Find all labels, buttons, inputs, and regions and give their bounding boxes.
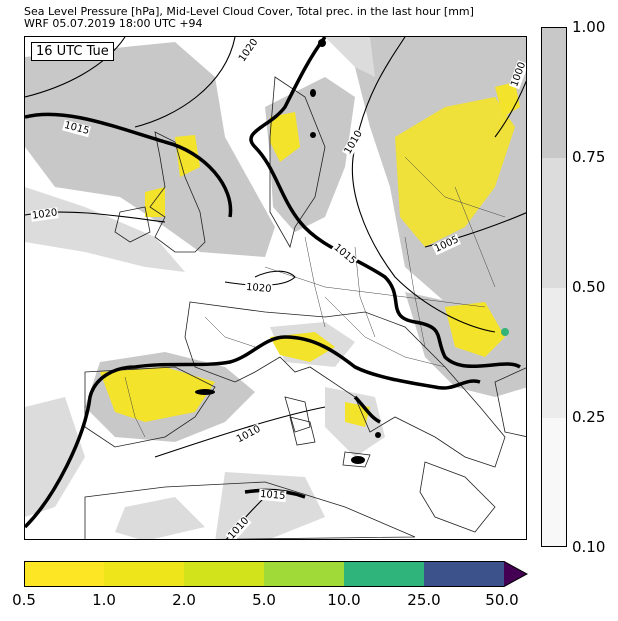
isobar-label: 1020	[244, 281, 273, 296]
isobar-1010	[154, 406, 326, 458]
precip-tick-label: 0.5	[12, 591, 36, 609]
precip-area	[445, 302, 505, 357]
colorbar-segment	[344, 561, 424, 587]
island	[310, 89, 316, 97]
cloud-cover-area	[115, 497, 205, 539]
map-canvas	[25, 37, 526, 539]
coastline	[269, 76, 326, 249]
cloud-tick-label: 0.50	[572, 278, 606, 296]
colorbar-segment	[184, 561, 264, 587]
isobar-1000	[494, 80, 526, 138]
precip-area	[270, 112, 300, 162]
border	[204, 316, 256, 348]
weather-map: 16 UTC Tue 1020 1015 1020 1010 1000 1015…	[24, 36, 527, 540]
island	[375, 432, 381, 438]
coastline	[284, 396, 311, 433]
isobar-1015	[353, 395, 381, 424]
precip-area	[175, 135, 200, 177]
chart-subtitle: WRF 05.07.2019 18:00 UTC +94	[24, 17, 203, 30]
precip-area	[100, 367, 215, 422]
island	[318, 39, 326, 47]
islands	[195, 39, 381, 464]
border	[324, 296, 446, 368]
precip-tick-label: 50.0	[485, 591, 519, 609]
precipitation-layer	[100, 82, 520, 427]
cloud-tick-label: 0.25	[572, 408, 606, 426]
precip-area	[145, 187, 165, 217]
coastline	[289, 416, 316, 446]
cloud-tick-label: 0.10	[572, 538, 606, 556]
border	[354, 246, 376, 338]
coastline	[419, 461, 496, 533]
border	[404, 236, 426, 348]
precip-tick-label: 10.0	[327, 591, 361, 609]
colorbar-segment	[264, 561, 344, 587]
colorbar-outline	[24, 561, 528, 587]
coastline	[184, 301, 506, 468]
precip-tick-label: 25.0	[407, 591, 441, 609]
coastlines	[84, 76, 526, 539]
precip-area	[395, 97, 515, 247]
time-label: 16 UTC Tue	[31, 42, 114, 61]
cloud-tick-label: 0.75	[572, 148, 606, 166]
chart-title: Sea Level Pressure [hPa], Mid-Level Clou…	[24, 5, 474, 18]
colorbar-segment	[542, 28, 566, 158]
precip-intense-cell	[501, 328, 509, 336]
coastline	[342, 451, 371, 468]
colorbar-segment	[104, 561, 184, 587]
coastline	[114, 206, 151, 243]
precip-tick-label: 2.0	[172, 591, 196, 609]
colorbar-segment	[542, 158, 566, 288]
isobar-label: 1015	[258, 488, 287, 503]
coastline	[84, 481, 416, 539]
cloud-cover-area	[25, 187, 185, 272]
cloud-cover-area	[25, 42, 275, 257]
colorbar-extend-arrow	[504, 561, 527, 587]
cloud-cover-area	[325, 37, 375, 77]
isobar-1025	[25, 37, 126, 98]
border	[304, 236, 326, 328]
isobar-1015	[25, 335, 481, 529]
isobar-1020	[134, 37, 236, 128]
island	[310, 132, 316, 138]
isobar-1010	[351, 37, 496, 333]
colorbar-segment	[542, 418, 566, 546]
border	[124, 376, 146, 438]
coastline	[84, 366, 216, 448]
border	[404, 156, 506, 218]
colorbar-segment	[542, 288, 566, 418]
colorbar-segment	[24, 561, 104, 587]
cloud-cover-area	[25, 397, 85, 517]
coastline	[149, 131, 206, 253]
precip-area	[270, 332, 335, 362]
border	[454, 186, 496, 288]
island	[195, 389, 215, 395]
isobar-1015	[25, 112, 233, 218]
precip-tick-label: 5.0	[252, 591, 276, 609]
colorbar-segment	[424, 561, 504, 587]
cloud-tick-label: 1.00	[572, 18, 606, 36]
precipitation-colorbar	[24, 561, 528, 587]
coastline	[494, 367, 526, 437]
island	[351, 456, 365, 464]
precip-tick-label: 1.0	[92, 591, 116, 609]
cloud-cover-colorbar	[541, 27, 567, 547]
